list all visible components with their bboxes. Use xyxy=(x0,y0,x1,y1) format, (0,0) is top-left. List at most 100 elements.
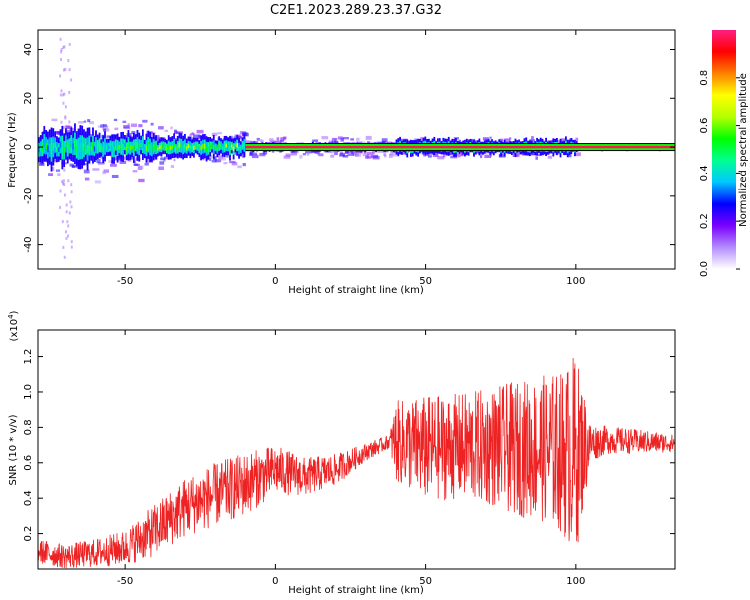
heatmap-noise xyxy=(250,141,256,145)
snr-x-tick-label: 0 xyxy=(272,576,278,587)
heatmap-noise xyxy=(218,155,224,159)
heatmap-noise xyxy=(68,68,71,72)
heatmap-noise xyxy=(59,37,62,41)
heatmap-ridge-core xyxy=(178,142,181,148)
snr-x-tick-label: 100 xyxy=(566,576,585,587)
heatmap-noise xyxy=(59,205,62,209)
heatmap-noise xyxy=(55,169,61,172)
heatmap-noise xyxy=(499,138,504,143)
heatmap-ridge-core xyxy=(205,146,208,152)
snr-series-line xyxy=(38,357,675,569)
heatmap-ridge-core xyxy=(193,145,195,150)
heatmap-ridge-core xyxy=(70,140,73,148)
heatmap-noise xyxy=(121,155,129,159)
heatmap-noise xyxy=(253,141,259,145)
heatmap-ridge-core xyxy=(189,145,192,150)
heatmap-noise xyxy=(65,236,68,240)
heatmap-noise xyxy=(218,158,221,162)
heatmap-noise xyxy=(489,136,492,139)
colorbar: 0.0 0.2 0.4 0.6 0.8 Normalized spectral ampl… xyxy=(699,30,749,277)
heatmap-noise xyxy=(119,160,127,164)
heatmap-ridge-core xyxy=(171,144,174,150)
heatmap-noise xyxy=(557,139,560,143)
heatmap-noise xyxy=(356,137,360,142)
heatmap-noise xyxy=(65,203,68,207)
heatmap-ridge-core xyxy=(63,146,66,154)
heatmap-noise xyxy=(38,162,45,166)
heatmap-noise xyxy=(97,125,102,128)
heatmap-ridge-core xyxy=(138,144,141,151)
heatmap-noise xyxy=(65,210,68,214)
heatmap-ridge-core xyxy=(59,141,62,148)
snr-y-tick-label: 0.8 xyxy=(23,419,34,435)
heatmap-ridge-core xyxy=(229,145,231,151)
heatmap-ridge-core xyxy=(166,146,168,151)
heatmap-noise xyxy=(100,124,105,128)
heatmap-noise xyxy=(229,135,233,139)
heatmap-noise xyxy=(87,119,91,123)
heatmap-noise xyxy=(377,151,384,154)
heatmap-ridge-core xyxy=(104,143,106,150)
heatmap-ridge-core xyxy=(83,143,85,151)
heatmap-noise xyxy=(174,130,179,135)
heatmap-ridge-core xyxy=(131,145,133,150)
heatmap-noise xyxy=(138,124,143,128)
heatmap-ridge-core xyxy=(141,141,144,148)
heatmap-ridge-core xyxy=(167,145,170,150)
heatmap-noise xyxy=(59,93,62,97)
heatmap-ridge-core xyxy=(92,141,94,150)
heatmap-noise xyxy=(114,127,119,131)
heatmap-noise xyxy=(226,154,229,158)
heatmap-noise xyxy=(65,130,71,134)
heatmap-noise xyxy=(363,151,367,154)
snr-x-label: Height of straight line (km) xyxy=(288,585,424,596)
heatmap-noise xyxy=(97,162,105,165)
spectrogram-y-tick-label: -20 xyxy=(23,188,34,204)
heatmap-ridge-core xyxy=(84,143,87,150)
heatmap-noise xyxy=(208,158,212,161)
heatmap-noise xyxy=(62,126,65,130)
heatmap-ridge-core xyxy=(38,147,40,153)
heatmap-noise xyxy=(84,177,90,181)
heatmap-noise xyxy=(131,131,136,135)
snr-frame xyxy=(37,329,676,570)
heatmap-noise xyxy=(94,180,101,184)
heatmap-noise xyxy=(425,152,429,157)
heatmap-noise xyxy=(215,159,221,163)
heatmap-ridge-core xyxy=(241,143,244,147)
heatmap-noise xyxy=(62,45,65,49)
heatmap-noise xyxy=(407,150,411,153)
heatmap-ridge-core xyxy=(45,142,48,149)
heatmap-noise xyxy=(432,154,439,158)
heatmap-noise xyxy=(345,150,349,154)
heatmap-ridge-core xyxy=(150,146,153,152)
heatmap-noise xyxy=(535,153,542,157)
heatmap-noise xyxy=(561,137,566,141)
heatmap-noise xyxy=(350,138,354,141)
heatmap-noise xyxy=(354,152,362,157)
heatmap-noise xyxy=(350,150,354,154)
heatmap-ridge-core xyxy=(191,146,194,150)
snr-y-tick-label: 0.4 xyxy=(23,490,34,506)
heatmap-noise xyxy=(231,161,238,166)
heatmap-noise xyxy=(280,137,286,141)
snr-x-tick-label: 50 xyxy=(419,576,432,587)
heatmap-noise xyxy=(334,151,338,156)
heatmap-noise xyxy=(364,156,369,159)
heatmap-ridge-core xyxy=(132,144,135,151)
heatmap-noise xyxy=(60,50,63,54)
snr-y-tick-label: 1.2 xyxy=(23,349,34,365)
heatmap-noise xyxy=(55,130,61,135)
heatmap-noise xyxy=(122,120,127,124)
heatmap-noise xyxy=(133,163,139,166)
heatmap-noise xyxy=(237,135,242,139)
heatmap-noise xyxy=(139,165,144,170)
heatmap-ridge-core xyxy=(156,147,159,151)
heatmap-noise xyxy=(189,134,192,139)
heatmap-ridge-core xyxy=(50,145,53,154)
heatmap-noise xyxy=(342,154,349,158)
heatmap-noise xyxy=(285,153,291,157)
heatmap-noise xyxy=(504,138,511,143)
heatmap-ridge-core xyxy=(77,144,80,153)
heatmap-ridge-core xyxy=(72,143,75,150)
